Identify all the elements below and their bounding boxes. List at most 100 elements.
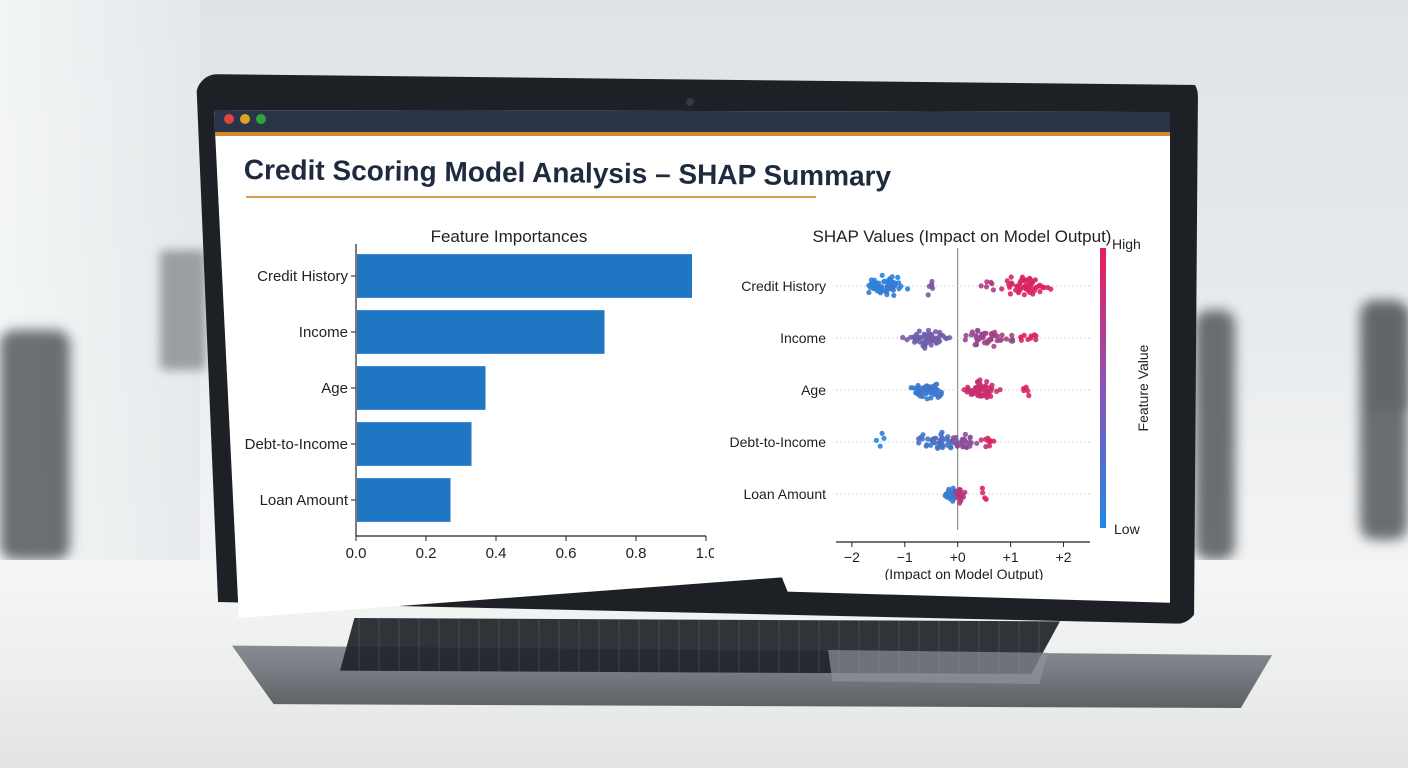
shap-point — [908, 385, 914, 391]
shap-point — [1003, 336, 1009, 342]
shap-point — [974, 440, 980, 446]
shap-point — [963, 332, 969, 339]
laptop-trackpad — [828, 650, 1048, 684]
shap-point — [868, 277, 874, 283]
x-tick-label: +0 — [950, 549, 966, 565]
shap-point — [953, 441, 959, 447]
shap-point — [887, 280, 893, 286]
y-tick-label: Loan Amount — [260, 492, 349, 509]
shap-point — [878, 288, 884, 294]
shap-point — [976, 380, 983, 386]
feature-label: Credit History — [741, 278, 826, 294]
shap-point — [987, 438, 993, 444]
shap-point — [928, 342, 934, 348]
shap-point — [983, 330, 989, 336]
shap-point — [957, 493, 963, 499]
shap-point — [978, 283, 984, 289]
shap-point — [922, 384, 928, 390]
shap-point — [905, 286, 911, 292]
shap-point — [1007, 291, 1013, 297]
feature-importance-chart: Feature Importances Credit History Income A… — [245, 227, 714, 562]
shap-point — [988, 279, 994, 285]
x-tick-label: 0.4 — [486, 545, 507, 562]
shap-point — [974, 337, 980, 343]
shap-point — [968, 440, 974, 446]
shap-point — [992, 329, 998, 335]
shap-point — [980, 392, 987, 398]
shap-point — [1025, 336, 1031, 342]
shap-point — [1030, 291, 1036, 297]
page-title: Credit Scoring Model Analysis – SHAP Sum… — [243, 154, 892, 192]
shap-point — [896, 286, 902, 292]
shap-point — [991, 343, 997, 349]
shap-point — [930, 389, 936, 395]
x-tick-label: −1 — [897, 549, 913, 565]
close-window-icon[interactable] — [224, 114, 234, 124]
shap-point — [900, 334, 906, 341]
window-titlebar — [214, 110, 1170, 136]
shap-point — [1033, 337, 1039, 343]
webcam-icon — [686, 98, 694, 106]
x-axis-label: (Impact on Model Output) — [885, 566, 1044, 580]
shap-point — [892, 280, 898, 286]
y-tick-label: Income — [299, 324, 348, 341]
shap-point — [877, 443, 883, 449]
shap-point — [920, 432, 926, 438]
shap-point — [962, 337, 968, 343]
shap-point — [1009, 336, 1016, 342]
minimize-window-icon[interactable] — [240, 114, 250, 124]
shap-point — [929, 278, 935, 285]
shap-point — [1026, 392, 1032, 399]
shap-point — [932, 382, 938, 388]
shap-point — [1021, 387, 1027, 394]
shap-point — [870, 282, 876, 288]
shap-point — [916, 440, 922, 446]
colorbar — [1100, 248, 1106, 528]
x-tick-label: 0.6 — [556, 545, 577, 562]
shap-point — [916, 436, 922, 442]
shap-point — [982, 388, 988, 394]
shap-point — [942, 335, 948, 341]
shap-point — [963, 439, 969, 445]
shap-point — [1017, 279, 1023, 285]
laptop-screen: Credit Scoring Model Analysis – SHAP Sum… — [214, 110, 1170, 618]
bar-income — [357, 310, 605, 354]
shap-point — [915, 391, 921, 397]
shap-point — [980, 490, 986, 496]
shap-point — [1040, 284, 1046, 290]
shap-point — [945, 438, 952, 444]
shap-point — [923, 339, 930, 345]
shap-point — [984, 340, 990, 346]
x-tick-label: 1.0 — [696, 545, 714, 562]
shap-point — [1006, 282, 1012, 288]
shap-point — [933, 340, 940, 346]
shap-point — [925, 331, 931, 337]
shap-point — [1037, 289, 1043, 295]
shap-point — [955, 488, 961, 494]
shap-point — [999, 332, 1005, 338]
shap-point — [973, 342, 979, 348]
maximize-window-icon[interactable] — [256, 114, 266, 124]
shap-point — [904, 337, 910, 343]
shap-point — [916, 328, 922, 334]
shap-point — [936, 440, 942, 446]
shap-point — [944, 442, 950, 448]
shap-point — [1029, 287, 1035, 293]
shap-point — [1028, 333, 1034, 339]
shap-point — [895, 274, 901, 280]
shap-point — [1025, 388, 1031, 394]
feature-label: Age — [801, 382, 826, 398]
background-chair — [0, 330, 70, 560]
background-chair — [1195, 310, 1235, 560]
bar-loan-amount — [357, 478, 451, 522]
shap-point — [1009, 332, 1015, 338]
shap-point — [989, 382, 995, 388]
shap-point — [962, 489, 968, 495]
shap-point — [982, 383, 989, 389]
shap-point — [1032, 277, 1038, 283]
shap-point — [979, 485, 985, 491]
shap-point — [1033, 333, 1039, 339]
shap-point — [879, 272, 885, 278]
x-tick-label: 0.0 — [346, 545, 367, 562]
shap-point — [934, 444, 940, 450]
